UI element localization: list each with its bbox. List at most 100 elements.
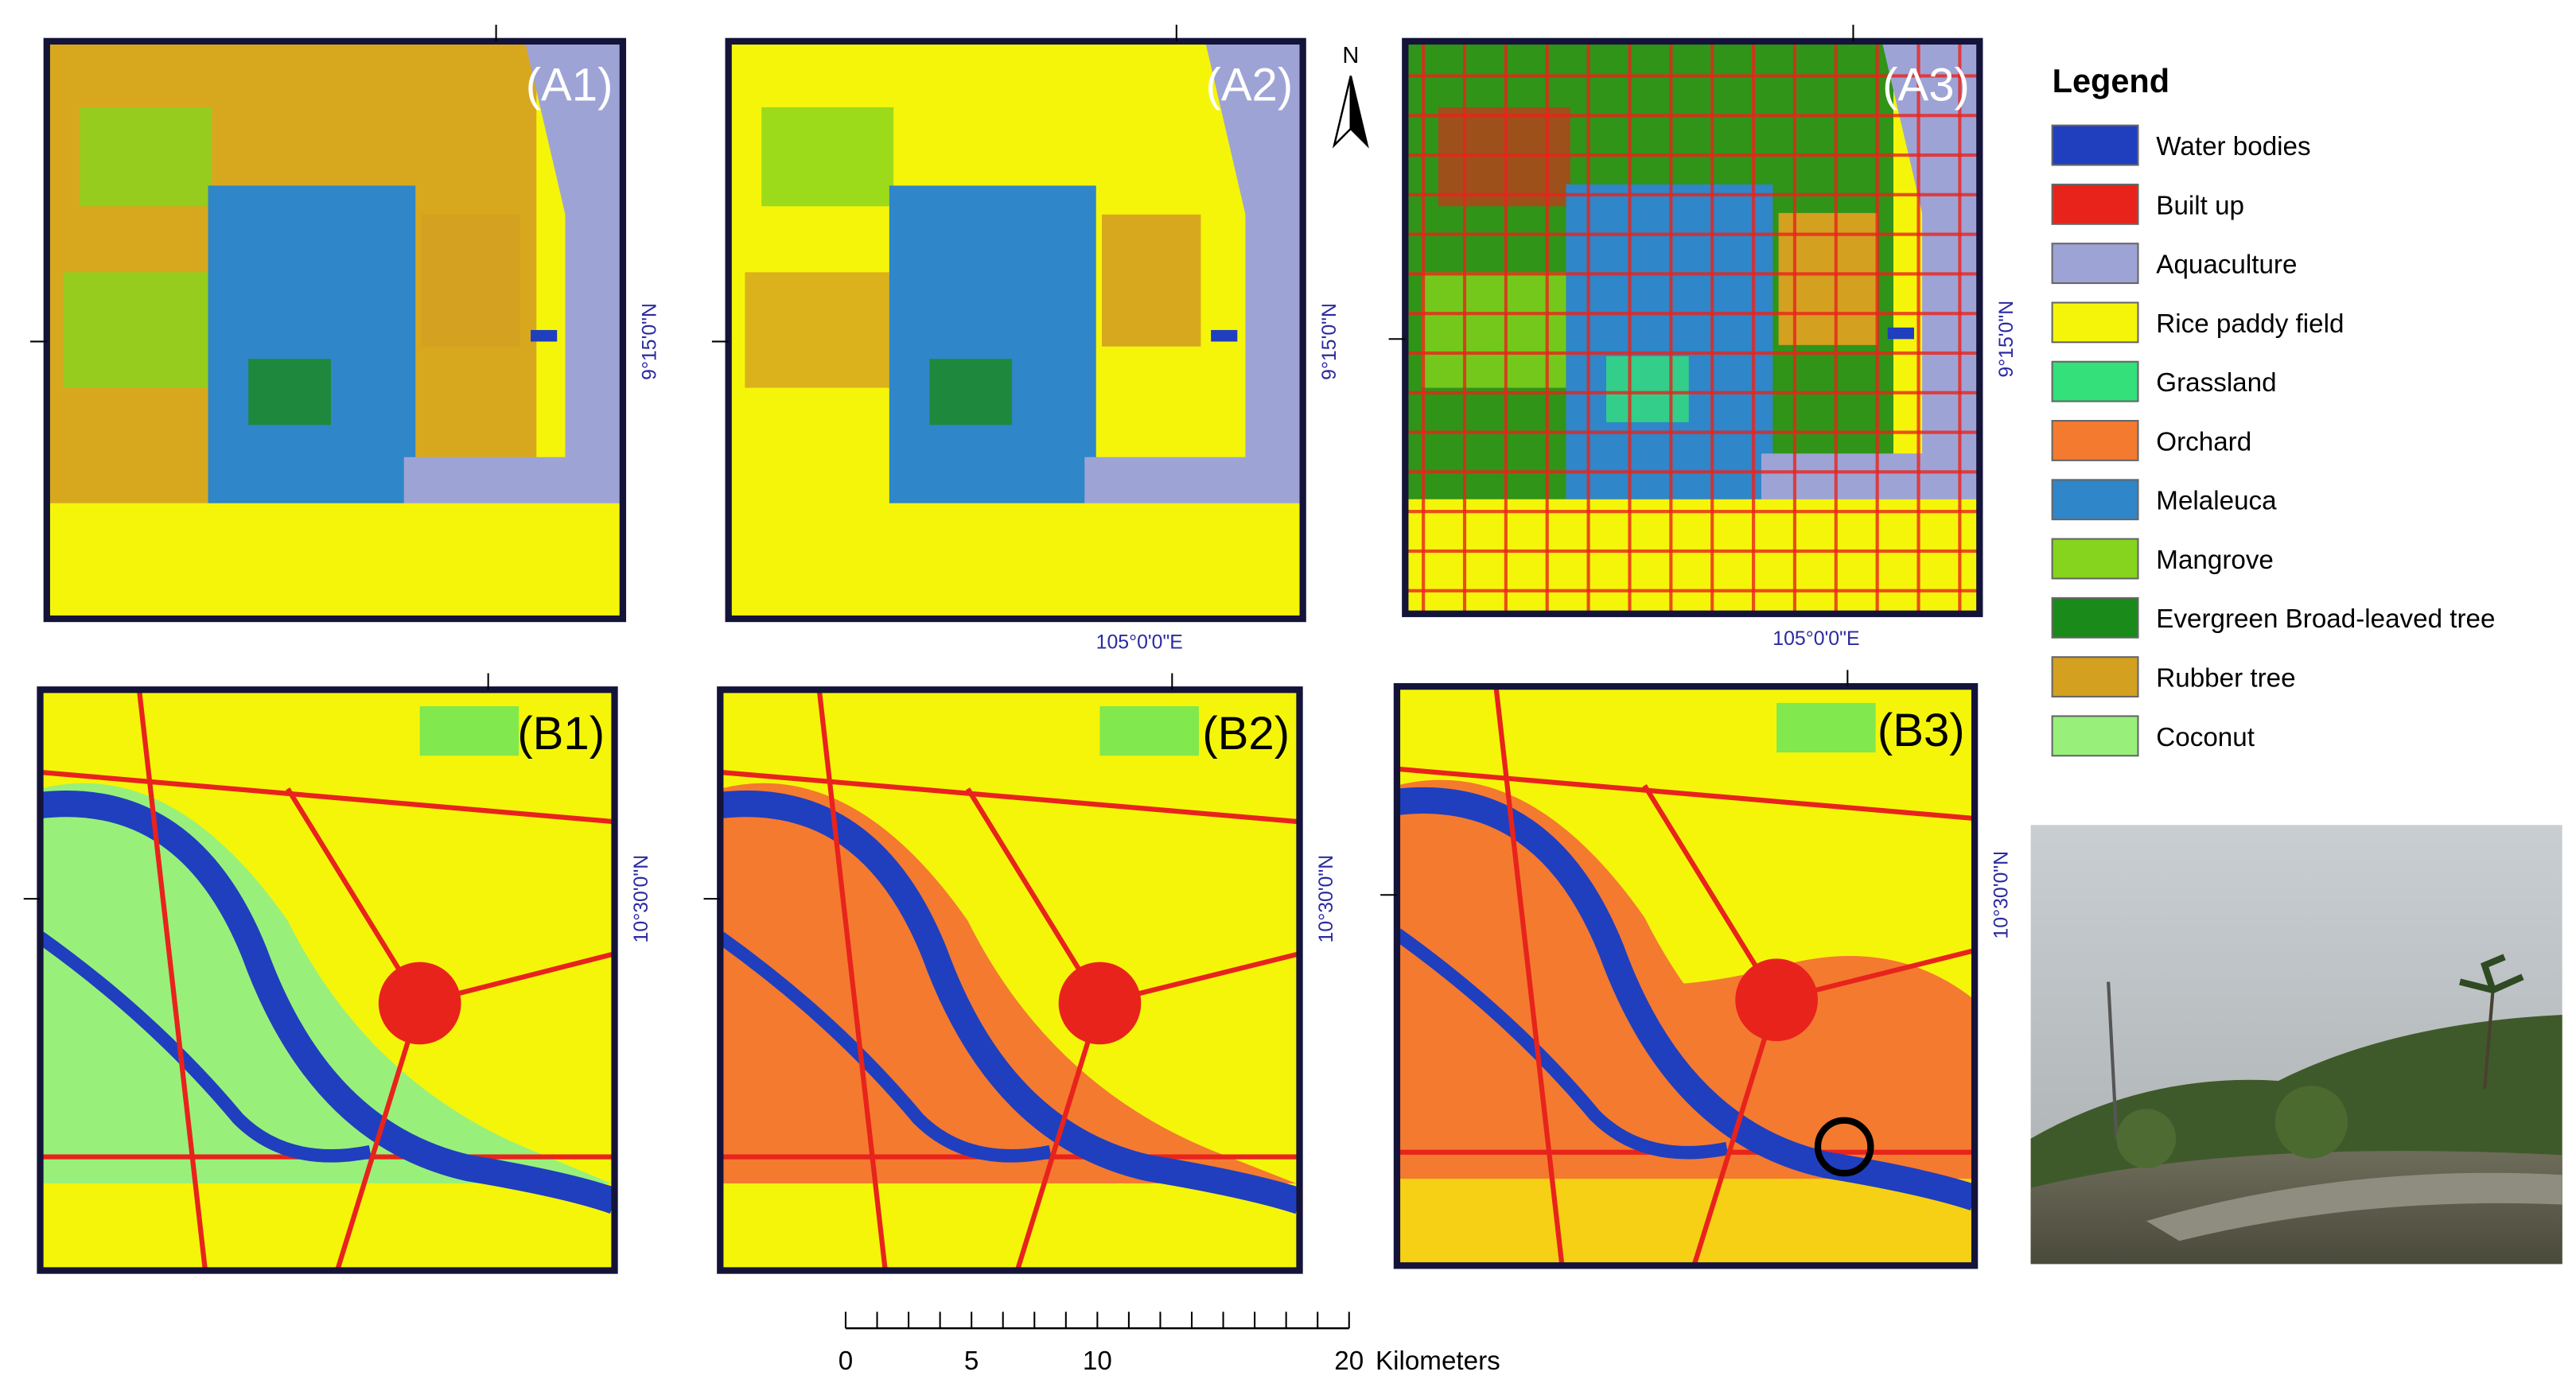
land-patch — [1084, 41, 1303, 526]
scale-label: 0 — [839, 1346, 853, 1376]
legend-swatch — [2051, 183, 2139, 225]
panel-label: (A3) — [1882, 60, 1970, 111]
map — [1405, 41, 1980, 614]
legend-swatch — [2051, 420, 2139, 461]
lat-label: 10°30'0"N — [630, 855, 652, 943]
panel-label: (B1) — [517, 708, 605, 760]
north-arrow: N — [1332, 43, 1369, 149]
land-patch — [1422, 41, 1426, 614]
land-patch — [1405, 192, 1980, 196]
land-patch — [720, 783, 1300, 1271]
legend-swatch — [2051, 124, 2139, 166]
land-patch — [1405, 114, 1980, 118]
legend-label: Grassland — [2156, 368, 2276, 398]
land-patch — [1405, 232, 1980, 236]
land-patch — [1211, 329, 1238, 342]
land-patch — [1405, 499, 1980, 614]
lat-label: 9°15'0"N — [638, 303, 660, 380]
legend-swatch — [2051, 301, 2139, 344]
legend-swatch — [2051, 596, 2139, 639]
lon-label: 105°0'0"E — [1096, 631, 1183, 653]
map — [728, 41, 1303, 620]
land-patch — [1396, 1179, 1975, 1266]
land-patch — [1916, 41, 1920, 614]
land-patch — [1875, 41, 1879, 614]
land-patch — [46, 503, 623, 620]
land-patch — [40, 1183, 615, 1271]
land-patch — [1628, 41, 1632, 614]
land-patch — [745, 272, 894, 388]
land-patch — [1405, 153, 1980, 157]
land-patch — [419, 705, 519, 756]
legend-title: Legend — [2053, 62, 2170, 99]
panel-label: (A2) — [1205, 60, 1293, 111]
land-patch — [1101, 214, 1201, 347]
panel-label: (B3) — [1878, 705, 1965, 756]
land-patch — [1405, 470, 1980, 474]
panel-frame — [1393, 682, 1979, 1269]
scale-label: 5 — [964, 1346, 979, 1376]
map-panel: (A2) 9°15'0"N — [711, 25, 1341, 623]
land-patch — [248, 359, 331, 425]
map-panel: (A1) 9°15'0"N — [30, 25, 660, 623]
roads — [720, 690, 1300, 1271]
map-panel: (A3) 9°15'0"N — [1388, 25, 2018, 617]
panel-label: (A1) — [526, 60, 613, 111]
land-patch — [1405, 390, 1980, 394]
land-patch — [63, 272, 212, 388]
roads — [1396, 686, 1975, 1266]
map — [40, 690, 615, 1271]
land-patch — [1887, 327, 1914, 340]
land-patch — [720, 1183, 1300, 1271]
land-patch — [421, 214, 520, 347]
legend-label: Orchard — [2156, 427, 2251, 457]
panel-label: (B2) — [1202, 708, 1290, 760]
lat-label: 9°15'0"N — [1995, 301, 2018, 378]
legend-swatch — [2051, 538, 2139, 580]
map-panel: (B3) 10°30'0"N — [1380, 670, 2013, 1269]
land-patch — [1834, 41, 1838, 614]
land-patch — [40, 783, 615, 1271]
panel-frame — [717, 686, 1303, 1274]
legend-label: Coconut — [2156, 723, 2255, 752]
site-marker — [1814, 1117, 1874, 1177]
lon-label: 105°0'0"E — [1772, 628, 1859, 650]
scale-label: 10 — [1083, 1346, 1112, 1376]
land-patch — [1405, 549, 1980, 554]
map — [46, 41, 623, 620]
land-patch — [1462, 41, 1467, 614]
field-photo — [2030, 825, 2562, 1265]
land-patch — [531, 329, 558, 342]
legend-label: Rubber tree — [2156, 664, 2295, 694]
north-label: N — [1342, 43, 1359, 68]
land-patch — [1792, 41, 1797, 614]
land-patch — [1761, 41, 1980, 523]
land-patch — [1958, 41, 1962, 614]
land-patch — [761, 107, 894, 207]
legend-label: Water bodies — [2156, 132, 2310, 161]
land-patch — [1504, 41, 1508, 614]
land-patch — [929, 359, 1013, 425]
panel-frame — [725, 37, 1306, 623]
legend-label: Mangrove — [2156, 546, 2274, 575]
panel-frame — [1402, 37, 1983, 617]
land-patch — [1586, 41, 1590, 614]
land-patch — [208, 185, 416, 503]
land-patch — [1606, 356, 1689, 422]
land-patch — [1405, 312, 1980, 316]
legend-swatch — [2051, 479, 2139, 521]
legend-label: Evergreen Broad-leaved tree — [2156, 604, 2495, 634]
land-patch — [1776, 702, 1876, 753]
lat-label: 9°15'0"N — [1318, 303, 1341, 380]
land-patch — [1752, 41, 1756, 614]
land-patch — [1405, 430, 1980, 434]
map — [720, 690, 1300, 1271]
land-patch — [1405, 510, 1980, 514]
land-patch — [1545, 41, 1549, 614]
land-patch — [1405, 351, 1980, 356]
land-patch — [889, 185, 1096, 503]
river — [720, 931, 1052, 1163]
river — [1396, 787, 1975, 1211]
scale-unit: Kilometers — [1376, 1346, 1500, 1376]
